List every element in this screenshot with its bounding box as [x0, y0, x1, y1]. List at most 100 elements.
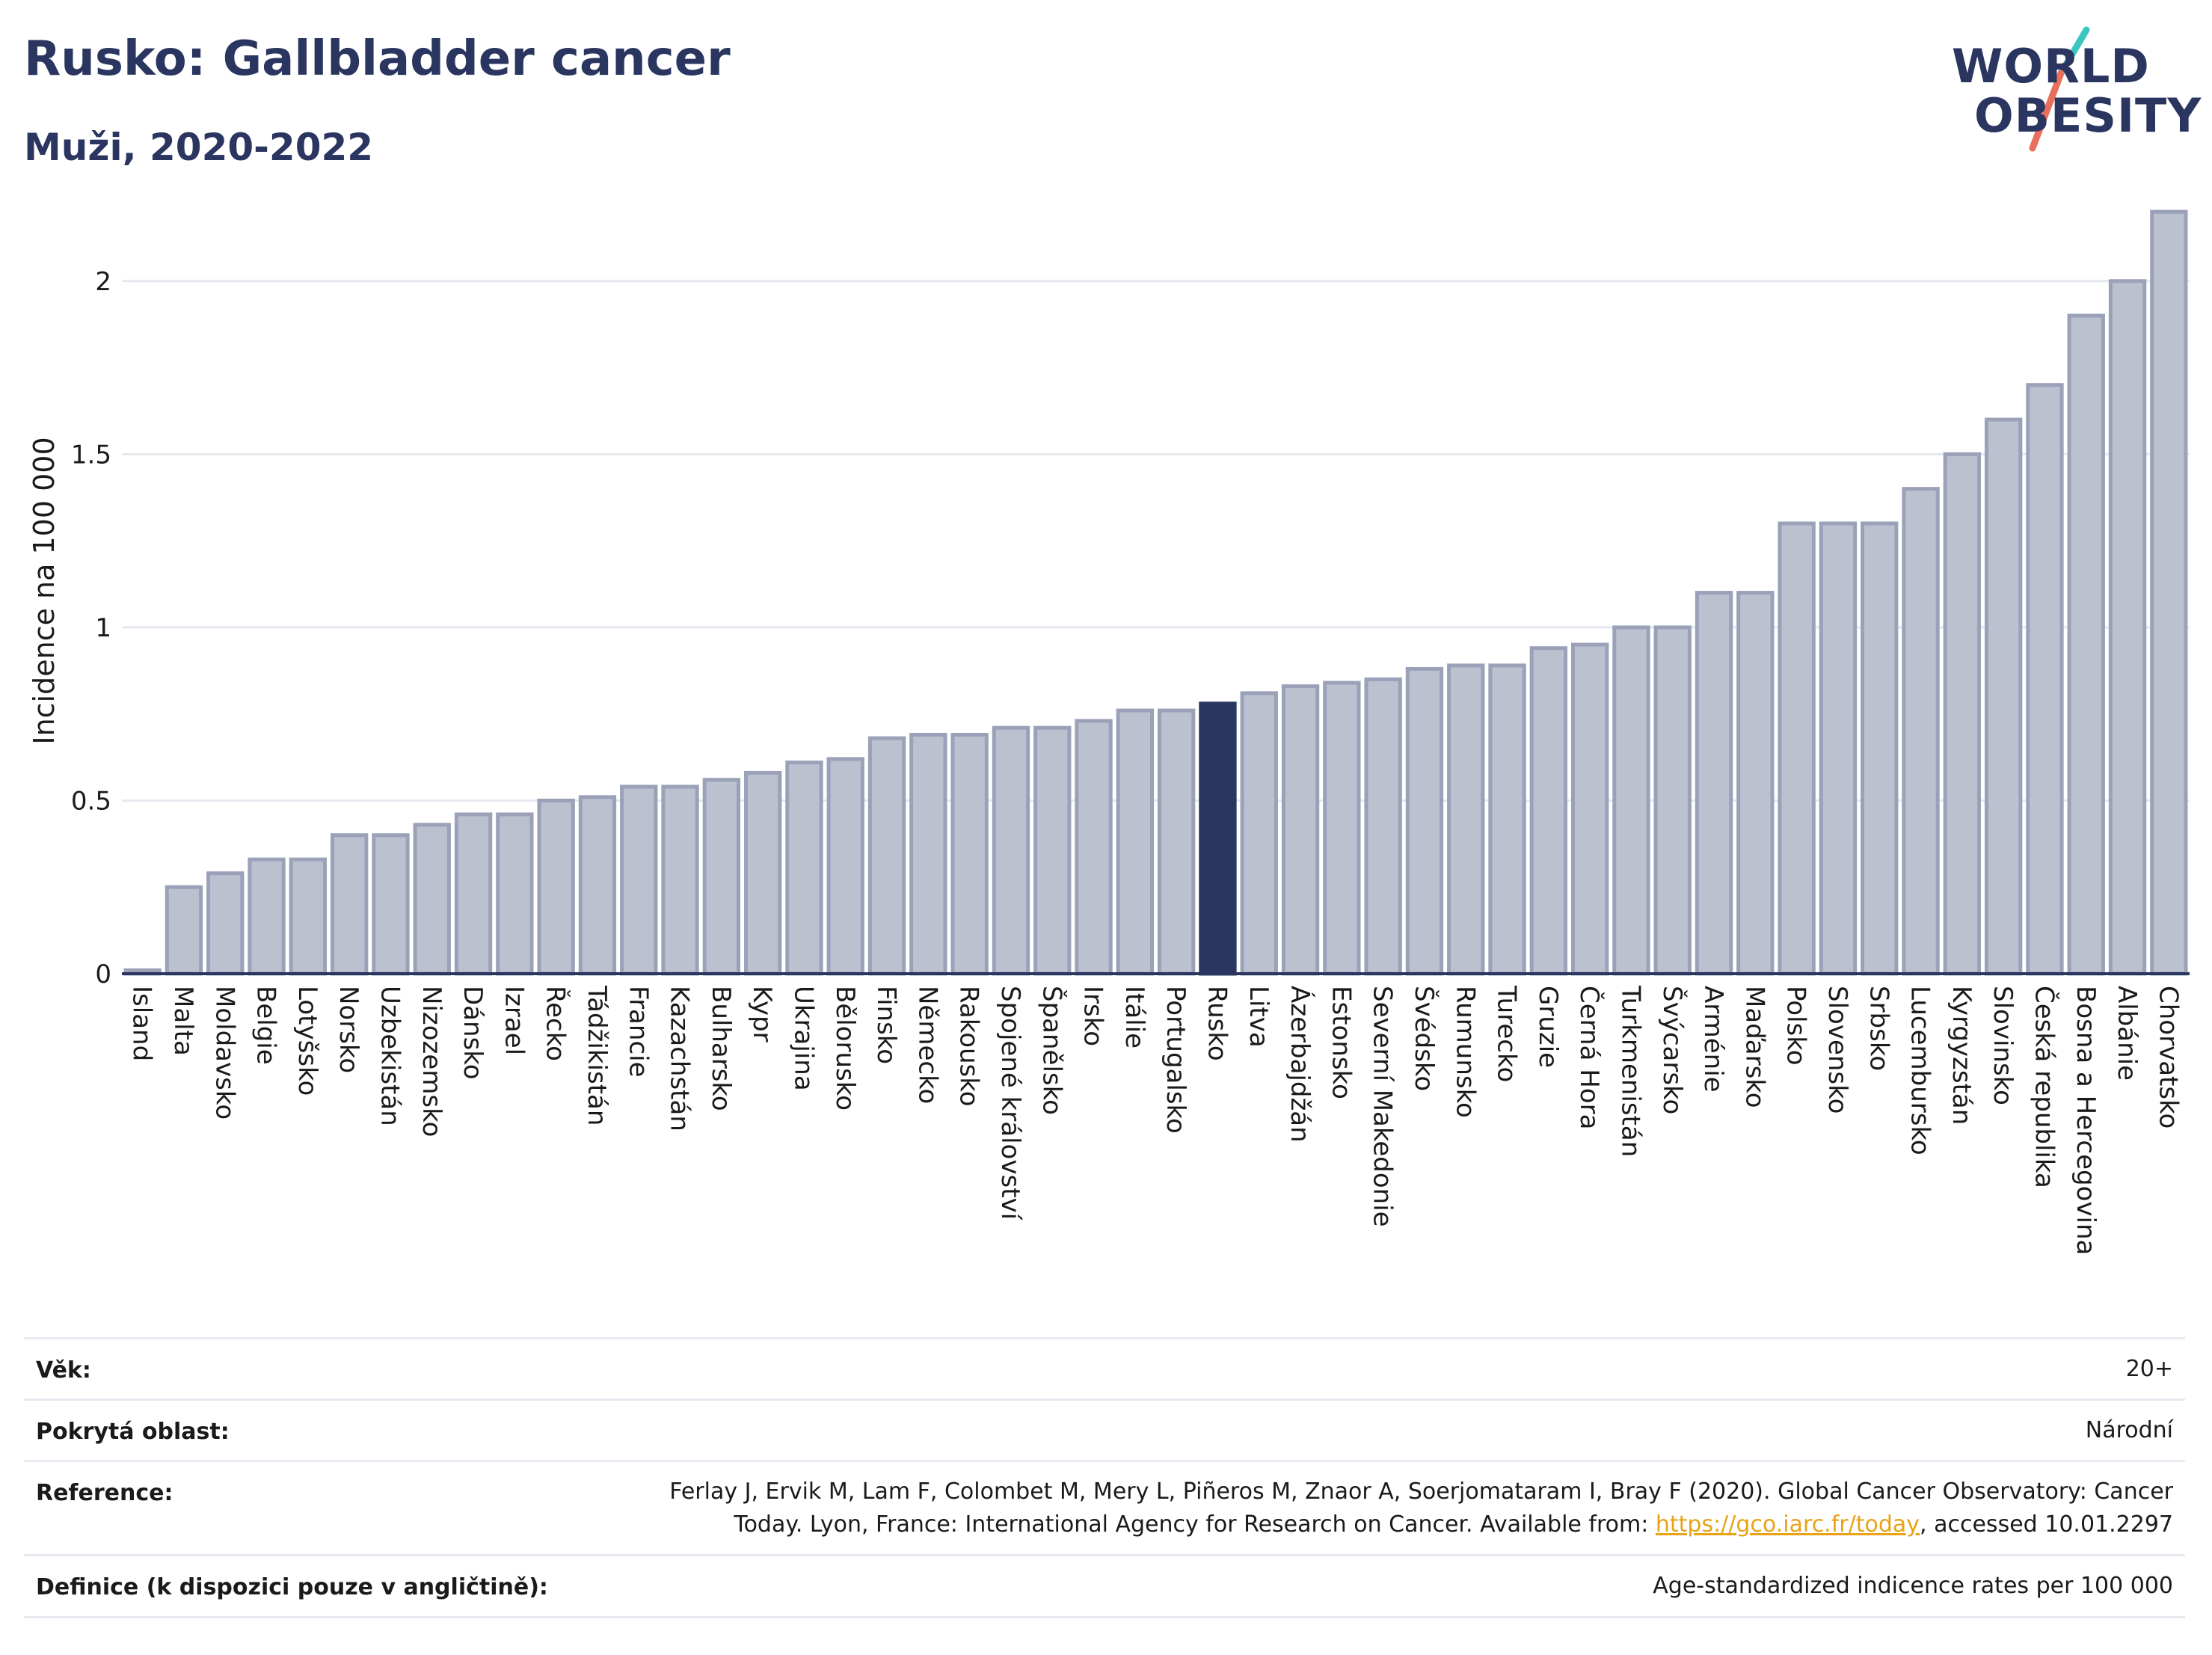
- bar-48: [2108, 279, 2147, 976]
- bar-14: [702, 778, 741, 976]
- x-category-label: Lucembursko: [1905, 986, 1935, 1155]
- x-category-label: Turecko: [1492, 985, 1522, 1082]
- x-category-label: Gruzie: [1533, 986, 1563, 1068]
- bar-35: [1570, 642, 1609, 976]
- x-category-label: Kypr: [747, 986, 777, 1043]
- bar-13: [661, 784, 699, 976]
- bar-8: [454, 812, 493, 976]
- bar-11: [578, 795, 617, 976]
- x-category-label: Ukrajina: [788, 986, 818, 1091]
- chart-bars: [122, 209, 2190, 976]
- bar-12: [620, 784, 658, 976]
- x-category-label: Srbsko: [1864, 986, 1893, 1071]
- bar-5: [330, 833, 369, 976]
- meta-value: Národní: [2085, 1417, 2173, 1443]
- x-category-label: Belgie: [251, 986, 281, 1065]
- x-category-label: Řecko: [541, 986, 571, 1061]
- bar-26: [1199, 701, 1237, 976]
- bar-38: [1695, 591, 1733, 976]
- x-category-label: Bulharsko: [706, 986, 736, 1111]
- bar-42: [1861, 521, 1899, 976]
- x-category-label: Švýcarsko: [1657, 986, 1688, 1114]
- x-category-label: Portugalsko: [1161, 986, 1191, 1134]
- x-category-label: Španělsko: [1036, 986, 1067, 1115]
- x-category-label: Chorvatsko: [2153, 986, 2183, 1129]
- meta-value: Age-standardized indicence rates per 100…: [1653, 1573, 2173, 1599]
- bar-22: [1033, 725, 1072, 976]
- logo-slash-icon: [2029, 26, 2090, 152]
- x-category-label: Nizozemsko: [417, 986, 446, 1137]
- bar-4: [289, 857, 328, 976]
- meta-label: Reference:: [36, 1480, 173, 1506]
- x-category-label: Rumunsko: [1450, 986, 1480, 1118]
- x-category-label: Česká republika: [2029, 986, 2059, 1188]
- x-category-label: Tádžikistán: [582, 985, 612, 1126]
- world-obesity-logo: WORLD OBESITY: [1952, 21, 2201, 156]
- bar-30: [1364, 677, 1402, 976]
- x-category-label: Německo: [912, 986, 942, 1104]
- x-category-label: Arménie: [1698, 986, 1728, 1093]
- bar-16: [785, 761, 823, 976]
- bar-23: [1075, 719, 1113, 976]
- bar-7: [413, 823, 451, 976]
- x-category-label: Uzbekistán: [375, 986, 405, 1126]
- bar-10: [537, 798, 575, 976]
- meta-row-age: Věk: 20+: [24, 1337, 2185, 1399]
- reference-line-1: Ferlay J, Ervik M, Lam F, Colombet M, Me…: [669, 1479, 2173, 1505]
- x-category-label: Dánsko: [458, 986, 488, 1080]
- x-category-label: Norsko: [334, 986, 363, 1073]
- meta-value: 20+: [2125, 1356, 2173, 1382]
- x-category-label: Spojené království: [995, 986, 1025, 1221]
- x-category-label: Polsko: [1781, 986, 1811, 1066]
- x-category-label: Slovensko: [1822, 986, 1852, 1114]
- reference-text: Ferlay J, Ervik M, Lam F, Colombet M, Me…: [669, 1476, 2173, 1541]
- y-axis-ticks: 0 0.5 1 1.5 2: [71, 267, 111, 989]
- meta-label: Pokrytá oblast:: [36, 1419, 230, 1445]
- x-category-label: Estonsko: [1326, 986, 1356, 1099]
- bar-46: [2026, 383, 2064, 976]
- bar-47: [2067, 313, 2105, 976]
- reference-line-2: Today. Lyon, France: International Agenc…: [669, 1508, 2173, 1541]
- x-category-label: Bělorusko: [830, 986, 860, 1111]
- x-category-label: Ázerbajdžán: [1285, 986, 1315, 1143]
- bar-37: [1653, 625, 1692, 976]
- x-axis-categories: Island Malta Moldavsko Belgie Lotyšsko Norsko…: [127, 985, 2184, 1255]
- y-tick-label: 1: [95, 613, 111, 643]
- x-category-label: Kyrgyzstán: [1947, 986, 1976, 1125]
- y-tick-label: 0: [95, 959, 111, 989]
- bar-2: [206, 871, 245, 976]
- bar-45: [1984, 417, 2023, 976]
- x-category-label: Itálie: [1119, 986, 1149, 1048]
- reference-line-2-post: , accessed 10.01.2297: [1920, 1511, 2173, 1538]
- y-tick-label: 2: [95, 267, 111, 297]
- meta-row-reference: Reference: Ferlay J, Ervik M, Lam F, Col…: [24, 1460, 2185, 1555]
- bar-25: [1157, 708, 1196, 976]
- reference-link[interactable]: https://gco.iarc.fr/today: [1655, 1511, 1920, 1538]
- bar-31: [1405, 666, 1444, 976]
- bar-15: [743, 770, 782, 976]
- x-category-label: Švédsko: [1409, 986, 1440, 1091]
- x-category-label: Rusko: [1202, 986, 1232, 1061]
- y-tick-label: 0.5: [71, 786, 111, 816]
- meta-label: Věk:: [36, 1357, 91, 1384]
- bar-28: [1281, 684, 1320, 976]
- logo-text-world: WORLD: [1952, 39, 2150, 93]
- x-category-label: Slovinsko: [1988, 986, 2018, 1105]
- page-title: Rusko: Gallbladder cancer: [24, 31, 731, 87]
- bar-29: [1323, 681, 1361, 976]
- bar-43: [1902, 487, 1940, 976]
- bar-34: [1529, 646, 1568, 976]
- bar-40: [1778, 521, 1816, 976]
- bar-1: [165, 885, 203, 976]
- x-category-label: Maďarsko: [1739, 986, 1769, 1108]
- bar-41: [1819, 521, 1858, 976]
- bar-17: [826, 757, 864, 976]
- bar-44: [1943, 452, 1982, 976]
- y-tick-label: 1.5: [71, 440, 111, 470]
- x-category-label: Irsko: [1078, 986, 1108, 1046]
- bar-27: [1240, 691, 1278, 976]
- x-category-label: Litva: [1244, 986, 1274, 1048]
- x-category-label: Moldavsko: [209, 986, 239, 1120]
- page-subtitle: Muži, 2020-2022: [24, 126, 374, 169]
- bar-chart: 0 0.5 1 1.5 2 Island Malta Moldavsko Belgie Loty…: [28, 209, 2190, 1255]
